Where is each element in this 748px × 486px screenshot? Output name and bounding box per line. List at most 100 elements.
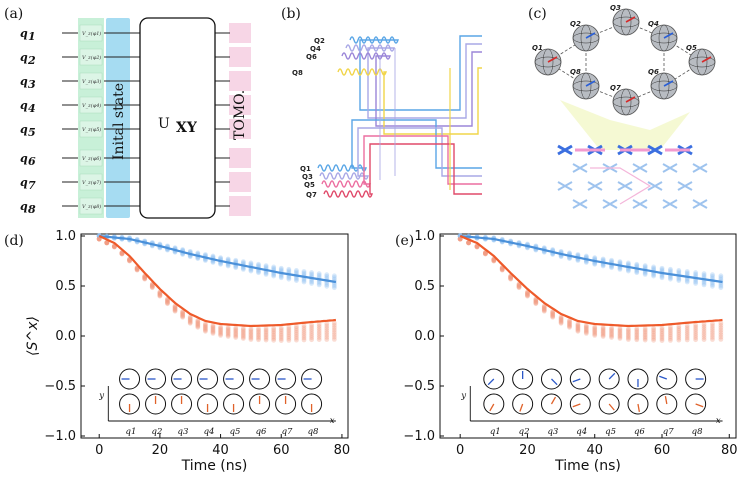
data-point-red (466, 240, 471, 246)
unitary-label: U (158, 116, 170, 132)
data-point-red (617, 336, 623, 341)
data-point-red (483, 251, 488, 257)
vz-gate-label: V_z(φ5) (82, 126, 101, 133)
chip-qubit (692, 163, 708, 173)
data-point-red (256, 331, 261, 336)
data-point-red (592, 329, 598, 335)
data-point-red (693, 322, 699, 328)
data-point-red (575, 324, 581, 330)
data-point-red (710, 332, 715, 338)
data-point-red (210, 330, 216, 336)
data-point-red (659, 329, 665, 334)
chip-qubit (587, 181, 603, 191)
data-point-red (592, 327, 598, 332)
inset-spin-arrow (695, 403, 704, 408)
data-point-red (525, 293, 530, 298)
data-point-red (309, 331, 314, 336)
data-point-red (541, 308, 547, 314)
inset-spin-arrow (572, 378, 581, 383)
data-point-red (218, 330, 223, 336)
data-point-red (718, 320, 724, 326)
data-point-red (558, 319, 564, 324)
data-point-red (278, 329, 284, 334)
chip-qubit (647, 144, 663, 156)
data-point-red (96, 236, 102, 242)
data-point-blue (233, 257, 239, 263)
data-point-red (210, 323, 216, 328)
inset-qubit-label: q8 (308, 427, 319, 437)
data-point-red (301, 323, 307, 329)
data-point-red (474, 244, 480, 250)
data-point-blue (634, 263, 640, 268)
y-tick-label: −1.0 (403, 429, 435, 444)
data-point-red (533, 301, 539, 307)
data-point-blue (684, 270, 690, 276)
data-point-red (684, 335, 690, 341)
data-point-blue (278, 267, 284, 272)
data-point-red (592, 330, 598, 336)
pulse-label-top: Q6 (306, 53, 317, 61)
data-point-red (165, 299, 170, 305)
data-point-red (634, 331, 640, 336)
data-point-blue (718, 276, 724, 282)
data-point-red (316, 337, 322, 342)
qubit-label-sub: 8 (28, 203, 36, 216)
data-point-blue (659, 265, 665, 271)
data-point-red (684, 329, 690, 335)
data-point-red (550, 311, 556, 317)
data-point-blue (256, 270, 261, 276)
x-tick-label: 0 (95, 443, 103, 458)
data-point-blue (558, 254, 564, 260)
data-point-blue (233, 265, 239, 271)
data-point-red (202, 325, 208, 331)
x-tick-label: 80 (721, 443, 738, 458)
data-point-red (499, 267, 505, 273)
inset-qubit-label: q4 (204, 427, 215, 437)
data-point-red (684, 331, 690, 337)
data-point-red (533, 297, 539, 303)
data-point-red (676, 329, 682, 335)
data-point-red (187, 316, 193, 322)
data-point-blue (684, 279, 690, 285)
data-point-red (516, 284, 522, 290)
data-point-red (466, 240, 471, 246)
bloch-vector (701, 56, 712, 63)
data-point-red (271, 329, 277, 335)
data-point-blue (642, 272, 648, 277)
data-point-red (240, 326, 246, 331)
qubit-node-label: Q3 (610, 4, 621, 12)
data-point-red (96, 236, 102, 242)
inset-x-label: x (330, 416, 335, 426)
data-point-blue (701, 282, 707, 288)
data-point-red (533, 298, 539, 304)
data-point-red (324, 321, 330, 327)
data-point-red (575, 326, 581, 332)
data-point-red (324, 323, 330, 329)
inset-qubit-label: q5 (605, 427, 616, 437)
data-point-red (642, 336, 648, 341)
bloch-equator (534, 56, 562, 68)
data-point-red (157, 293, 163, 299)
data-point-blue (301, 270, 307, 276)
data-point-red (263, 336, 269, 341)
data-point-red (96, 236, 102, 242)
data-point-blue (659, 267, 665, 272)
data-point-red (149, 284, 155, 290)
data-point-red (225, 330, 231, 335)
data-point-red (575, 323, 581, 329)
data-point-blue (583, 260, 589, 265)
data-point-red (533, 299, 539, 305)
inset-spin-arrow (550, 396, 557, 405)
data-point-blue (710, 280, 715, 286)
bloch-meridian (580, 72, 592, 100)
data-point-red (96, 236, 102, 242)
data-point-red (157, 292, 163, 298)
data-point-red (693, 333, 699, 338)
qubit-label-sub: 2 (27, 54, 36, 67)
data-point-blue (202, 258, 208, 263)
chip-qubit (557, 181, 573, 191)
data-point-red (248, 326, 254, 332)
data-point-red (165, 300, 170, 306)
data-point-red (142, 276, 148, 282)
pulse-label-top: Q8 (292, 69, 303, 77)
